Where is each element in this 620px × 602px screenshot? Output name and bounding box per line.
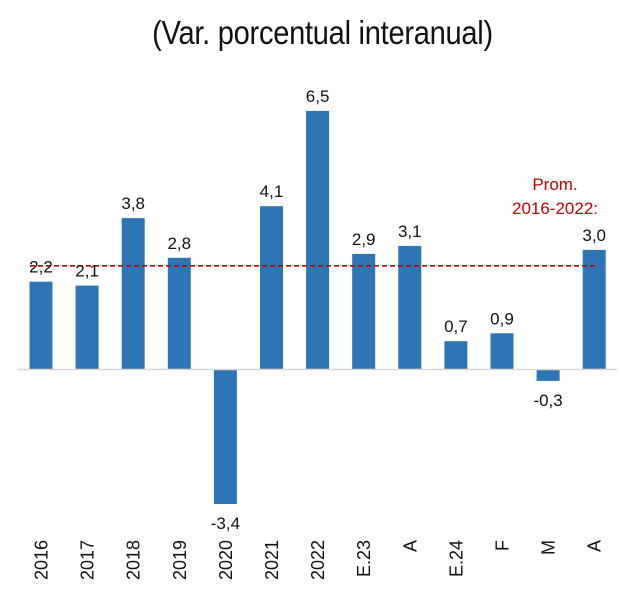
x-tick-label: 2019 <box>170 540 190 580</box>
bar-2022-6 <box>306 110 330 370</box>
x-tick-label: 2017 <box>78 540 98 580</box>
bar-m-11 <box>536 369 560 381</box>
data-label: 0,9 <box>490 309 514 328</box>
bar-2016-0 <box>29 281 53 369</box>
x-tick-label: M <box>539 540 559 555</box>
chart-title: (Var. porcentual interanual) <box>152 14 493 51</box>
data-label: 4,1 <box>260 182 284 201</box>
x-tick-labels-group: 2016 2017 2018 2019 2020 2021 2022 E.23 A E.24 F M A <box>32 540 605 580</box>
bar-2020-4 <box>213 369 237 504</box>
data-label: -3,4 <box>211 514 240 533</box>
data-label: 2,8 <box>167 234 191 253</box>
x-tick-label: E.24 <box>446 540 466 577</box>
bar-2021-5 <box>260 206 283 369</box>
bar-2018-2 <box>121 218 145 369</box>
x-tick-label: 2016 <box>32 540 52 580</box>
data-label: -0,3 <box>533 391 562 410</box>
x-tick-label: 2022 <box>308 540 328 580</box>
data-label: 3,1 <box>398 222 422 241</box>
data-label: 0,7 <box>444 317 468 336</box>
x-tick-label: 2018 <box>124 540 144 580</box>
data-label: 2,2 <box>29 258 53 277</box>
bars-group <box>29 110 606 504</box>
x-tick-label: A <box>585 540 605 552</box>
bar-2019-3 <box>167 257 191 369</box>
x-tick-label: 2020 <box>216 540 236 580</box>
data-labels-group: 2,2 2,1 3,8 2,8 -3,4 4,1 6,5 2,9 3,1 0,7 0,9 -0,3 3,… <box>29 87 606 533</box>
bar-a-8 <box>398 245 422 369</box>
bar-2017-1 <box>75 285 99 369</box>
average-label-line-2: 2016-2022: <box>512 199 598 218</box>
x-tick-label: E.23 <box>354 540 374 577</box>
data-label: 3,8 <box>121 194 145 213</box>
x-tick-label: A <box>400 540 420 552</box>
bar-f-10 <box>490 333 514 369</box>
bar-e24-9 <box>444 341 468 369</box>
data-label: 6,5 <box>306 87 330 106</box>
data-label: 3,0 <box>582 226 606 245</box>
bar-a-12 <box>582 249 606 369</box>
data-label: 2,9 <box>352 230 376 249</box>
x-tick-label: 2021 <box>262 540 282 580</box>
bar-e23-7 <box>352 253 376 369</box>
data-label: 2,1 <box>75 262 99 281</box>
average-label-line-1: Prom. <box>532 175 577 194</box>
x-tick-label: F <box>493 540 513 551</box>
